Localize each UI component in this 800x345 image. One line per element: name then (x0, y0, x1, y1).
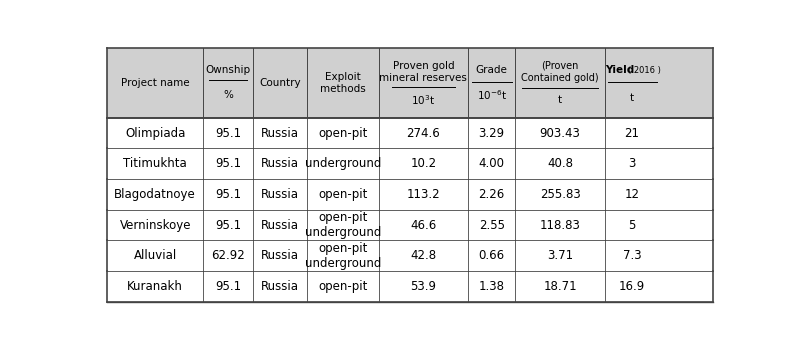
Text: Russia: Russia (261, 157, 299, 170)
Text: open-pit: open-pit (318, 188, 367, 201)
Text: Country: Country (259, 78, 301, 88)
Text: 3.29: 3.29 (478, 127, 505, 140)
Text: 95.1: 95.1 (214, 280, 241, 293)
Text: 903.43: 903.43 (540, 127, 581, 140)
Bar (107, 48, 713, 118)
Text: 274.6: 274.6 (406, 127, 440, 140)
Bar (107, 271, 713, 302)
Text: 113.2: 113.2 (406, 188, 440, 201)
Text: Exploit
methods: Exploit methods (320, 72, 366, 94)
Text: 7.3: 7.3 (622, 249, 642, 262)
Bar (107, 118, 713, 148)
Text: 46.6: 46.6 (410, 219, 437, 231)
Text: open-pit
underground: open-pit underground (305, 242, 381, 270)
Text: t: t (558, 95, 562, 105)
Text: Olimpiada: Olimpiada (125, 127, 186, 140)
Text: 0.66: 0.66 (478, 249, 505, 262)
Text: Project name: Project name (121, 78, 190, 88)
Text: Russia: Russia (261, 249, 299, 262)
Text: underground: underground (305, 157, 381, 170)
Text: 40.8: 40.8 (547, 157, 573, 170)
Text: open-pit
underground: open-pit underground (305, 211, 381, 239)
Text: 12: 12 (625, 188, 639, 201)
Text: 95.1: 95.1 (214, 188, 241, 201)
Text: 1.38: 1.38 (478, 280, 505, 293)
Text: %: % (223, 90, 233, 100)
Text: Kuranakh: Kuranakh (127, 280, 183, 293)
Text: Russia: Russia (261, 219, 299, 231)
Text: $10^{-6}$t: $10^{-6}$t (477, 88, 507, 102)
Text: ( 2016 ): ( 2016 ) (628, 66, 661, 75)
Text: 2.55: 2.55 (478, 219, 505, 231)
Text: Proven gold
mineral reserves: Proven gold mineral reserves (379, 61, 467, 82)
Text: 3.71: 3.71 (547, 249, 573, 262)
Text: open-pit: open-pit (318, 127, 367, 140)
Bar (107, 179, 713, 210)
Text: 95.1: 95.1 (214, 157, 241, 170)
Bar (107, 240, 713, 271)
Text: 255.83: 255.83 (540, 188, 581, 201)
Text: 3: 3 (628, 157, 636, 170)
Text: (Proven
Contained gold): (Proven Contained gold) (522, 61, 599, 82)
Text: 10.2: 10.2 (410, 157, 436, 170)
Text: Russia: Russia (261, 188, 299, 201)
Text: Titimukhta: Titimukhta (123, 157, 187, 170)
Text: 42.8: 42.8 (410, 249, 436, 262)
Bar (107, 210, 713, 240)
Text: 118.83: 118.83 (540, 219, 581, 231)
Text: Alluvial: Alluvial (134, 249, 177, 262)
Text: Russia: Russia (261, 280, 299, 293)
Text: 2.26: 2.26 (478, 188, 505, 201)
Text: 16.9: 16.9 (619, 280, 646, 293)
Text: t: t (630, 93, 634, 103)
Text: 95.1: 95.1 (214, 127, 241, 140)
Text: Grade: Grade (476, 65, 508, 75)
Text: $10^3$t: $10^3$t (411, 93, 435, 107)
Text: 95.1: 95.1 (214, 219, 241, 231)
Text: Russia: Russia (261, 127, 299, 140)
Text: 53.9: 53.9 (410, 280, 436, 293)
Text: Blagodatnoye: Blagodatnoye (114, 188, 196, 201)
Text: 5: 5 (628, 219, 636, 231)
Text: 62.92: 62.92 (211, 249, 245, 262)
Text: open-pit: open-pit (318, 280, 367, 293)
Text: 18.71: 18.71 (543, 280, 577, 293)
Text: 4.00: 4.00 (478, 157, 505, 170)
Text: Verninskoye: Verninskoye (119, 219, 191, 231)
Text: Ownship: Ownship (206, 65, 250, 75)
Bar (107, 148, 713, 179)
Text: Yield: Yield (606, 65, 634, 75)
Text: 21: 21 (625, 127, 639, 140)
